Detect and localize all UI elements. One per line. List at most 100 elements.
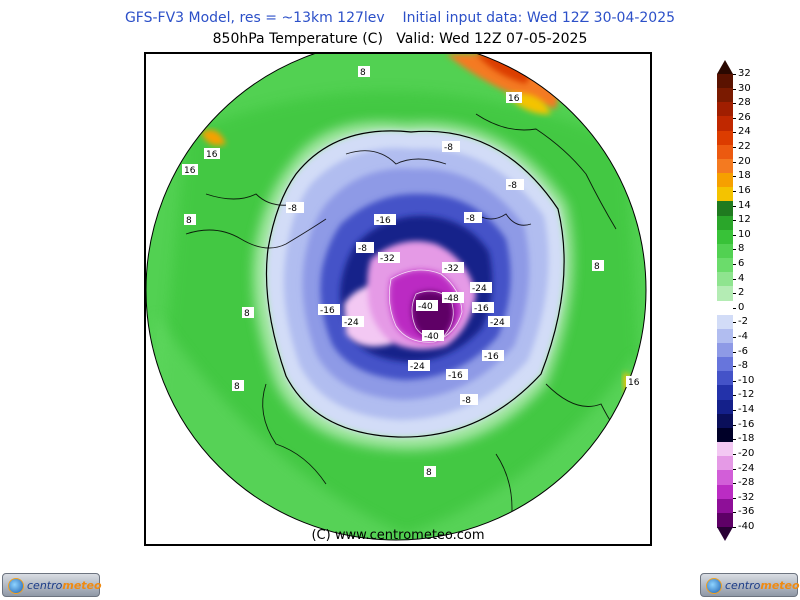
colorbar-swatch [717, 258, 733, 273]
colorbar-swatch [717, 512, 733, 528]
colorbar-label: 12 [738, 214, 751, 226]
contour-label: -8 [442, 141, 460, 153]
svg-text:-8: -8 [444, 143, 453, 153]
colorbar-swatch [717, 498, 733, 514]
colorbar-swatch [717, 413, 733, 429]
colorbar-tick [733, 424, 736, 426]
colorbar-swatch [717, 187, 733, 202]
svg-text:-16: -16 [474, 304, 489, 314]
colorbar-swatch [717, 314, 733, 330]
contour-labels: -8 -8 -8 -8 -8 -8 -16 -16 -16 -16 -16 -2… [182, 66, 642, 478]
colorbar-tick [733, 380, 736, 382]
svg-text:-24: -24 [344, 318, 359, 328]
contour-label: -48 [442, 292, 464, 304]
contour-label: 8 [592, 260, 604, 272]
contour-label: -8 [356, 242, 374, 254]
colorbar-swatch [717, 470, 733, 486]
colorbar-label: 18 [738, 170, 751, 182]
colorbar-tick [733, 74, 736, 75]
globe-icon [706, 578, 722, 594]
contour-label: -8 [506, 179, 524, 191]
colorbar-label: 22 [738, 141, 751, 153]
colorbar-swatch [717, 130, 733, 146]
colorbar: 32 30 28 26 24 22 20 18 16 14 12 10 8 6 4 2 0 -2 -4 -6 -8 -10… [714, 56, 800, 546]
colorbar-tick [733, 190, 736, 192]
colorbar-tick [733, 234, 736, 236]
svg-text:8: 8 [426, 468, 432, 478]
colorbar-label: -2 [738, 316, 748, 328]
colorbar-tick [733, 220, 736, 222]
colorbar-label: 20 [738, 155, 751, 167]
map-disc-outline [146, 54, 647, 541]
colorbar-tick [733, 512, 736, 514]
contour-label: -32 [378, 252, 400, 264]
svg-text:-16: -16 [448, 371, 463, 381]
colorbar-tick [733, 205, 736, 207]
colorbar-label: -28 [738, 477, 755, 489]
map-panel: -8 -8 -8 -8 -8 -8 -16 -16 -16 -16 -16 -2… [144, 52, 652, 546]
contour-label: 8 [358, 66, 370, 78]
colorbar-swatch [717, 371, 733, 386]
svg-text:8: 8 [360, 68, 366, 78]
contour-label: -40 [422, 330, 444, 342]
colorbar-label: -14 [738, 404, 755, 416]
colorbar-tick [733, 497, 736, 499]
svg-text:-8: -8 [462, 396, 471, 406]
centrometeo-logo-right[interactable]: centrometeo [700, 573, 800, 597]
colorbar-tick [733, 117, 736, 119]
contour-label: 8 [242, 307, 254, 319]
contour-label: 8 [232, 380, 244, 392]
colorbar-label: 30 [738, 82, 751, 94]
colorbar-tick [733, 307, 736, 309]
svg-text:16: 16 [206, 150, 218, 160]
temperature-field [146, 54, 646, 540]
colorbar-tick [733, 439, 736, 441]
svg-text:16: 16 [628, 378, 640, 388]
colorbar-label: 28 [738, 97, 751, 109]
colorbar-swatch [717, 399, 733, 415]
colorbar-swatch [717, 456, 733, 471]
colorbar-swatch [717, 342, 733, 358]
colorbar-swatch [717, 215, 733, 231]
contour-label: -16 [472, 302, 494, 314]
colorbar-tick [733, 88, 736, 90]
globe-icon [8, 578, 24, 594]
centrometeo-logo-left[interactable]: centrometeo [2, 573, 102, 597]
colorbar-tick [733, 322, 736, 324]
svg-text:-40: -40 [424, 332, 439, 342]
colorbar-tick [733, 176, 736, 178]
contour-label: 8 [184, 214, 196, 226]
colorbar-tick [733, 278, 736, 280]
colorbar-swatch [717, 484, 733, 500]
svg-text:-16: -16 [376, 216, 391, 226]
svg-text:-48: -48 [444, 294, 459, 304]
colorbar-label: -20 [738, 447, 755, 459]
colorbar-swatch [717, 102, 733, 117]
contour-label: -32 [442, 262, 464, 274]
colorbar-label: -16 [738, 418, 755, 430]
colorbar-swatch [717, 442, 733, 457]
colorbar-swatch [717, 201, 733, 217]
zero-isotherm [265, 130, 565, 438]
colorbar-tick [733, 366, 736, 368]
colorbar-swatch [717, 144, 733, 160]
colorbar-label: 10 [738, 228, 751, 240]
colorbar-tick [733, 293, 736, 295]
contour-label: -8 [464, 212, 482, 224]
svg-text:-32: -32 [444, 264, 459, 274]
colorbar-swatch [717, 272, 733, 287]
colorbar-swatch [717, 74, 733, 89]
svg-text:8: 8 [234, 382, 240, 392]
svg-text:16: 16 [184, 166, 196, 176]
colorbar-swatch [717, 328, 733, 344]
colorbar-bottom-arrow [717, 527, 733, 541]
svg-text:-40: -40 [418, 302, 433, 312]
contour-label: -16 [482, 350, 504, 362]
colorbar-tick [733, 453, 736, 455]
colorbar-tick [733, 263, 736, 265]
colorbar-label: -6 [738, 345, 748, 357]
model-run-title: GFS-FV3 Model, res = ~13km 127lev Initia… [124, 10, 676, 26]
colorbar-swatch [717, 286, 733, 301]
colorbar-swatch [717, 158, 733, 174]
svg-text:-8: -8 [466, 214, 475, 224]
